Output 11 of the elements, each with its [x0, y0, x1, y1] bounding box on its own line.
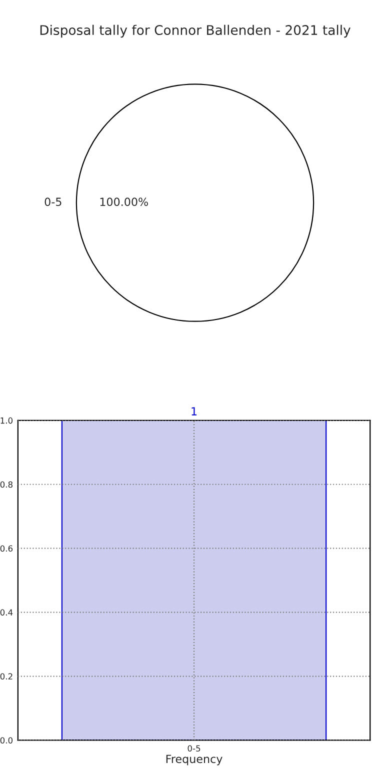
y-tick-label: 0.4 — [0, 609, 13, 616]
y-tick-label: 0.2 — [0, 673, 12, 680]
data-label: 1 — [192, 407, 197, 416]
y-tick-label: 0.0 — [0, 737, 13, 744]
y-tick-label: 1.0 — [0, 417, 13, 424]
x-axis-title: Frequency — [166, 754, 222, 766]
data-label: 100.00% — [100, 198, 148, 206]
y-tick-label: 0.6 — [0, 545, 13, 552]
slice-label: 0-5 — [44, 198, 62, 206]
chart-title: Disposal tally for Connor Ballenden - 2021 tally — [40, 24, 350, 38]
y-tick-label: 0.8 — [0, 481, 13, 488]
